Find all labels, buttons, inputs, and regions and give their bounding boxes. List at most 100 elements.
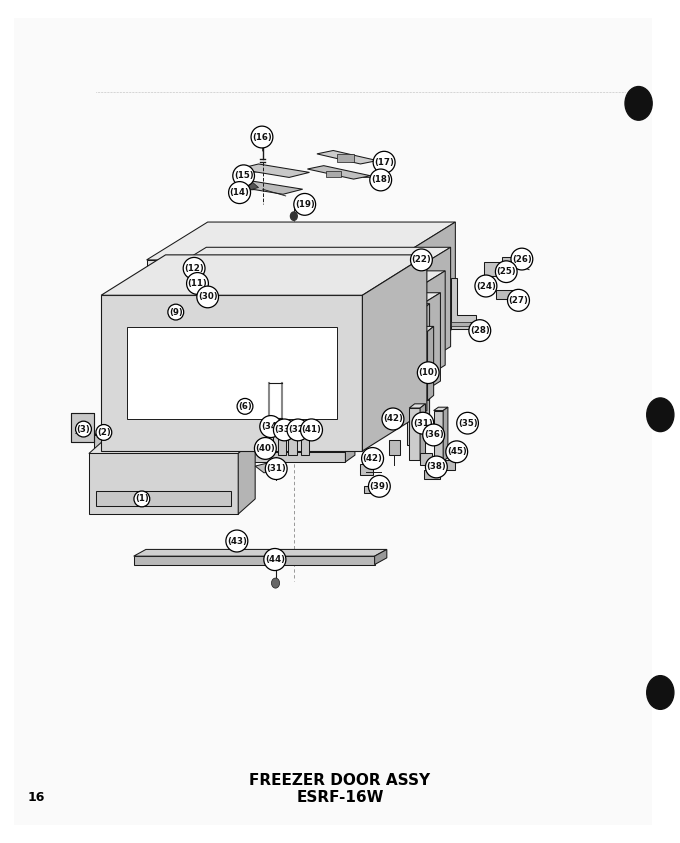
Text: (17): (17) xyxy=(374,158,394,167)
Bar xyxy=(150,304,391,399)
Text: (44): (44) xyxy=(265,555,285,564)
Polygon shape xyxy=(420,404,426,460)
Text: (30): (30) xyxy=(198,293,218,302)
Text: (19): (19) xyxy=(295,200,315,209)
Polygon shape xyxy=(391,271,445,399)
Polygon shape xyxy=(317,151,377,164)
Polygon shape xyxy=(362,255,427,451)
Bar xyxy=(415,331,428,400)
Text: (6): (6) xyxy=(238,402,252,411)
Bar xyxy=(496,290,515,298)
Polygon shape xyxy=(452,322,476,325)
Polygon shape xyxy=(307,166,371,179)
Polygon shape xyxy=(238,438,255,514)
Bar xyxy=(127,327,337,419)
Polygon shape xyxy=(389,293,441,413)
Circle shape xyxy=(290,212,297,220)
Bar xyxy=(71,413,95,442)
Polygon shape xyxy=(434,407,448,411)
Text: (10): (10) xyxy=(418,368,438,377)
Text: (25): (25) xyxy=(496,267,516,277)
Text: (15): (15) xyxy=(234,171,254,180)
Polygon shape xyxy=(428,326,434,400)
Polygon shape xyxy=(238,164,309,177)
Polygon shape xyxy=(231,180,303,194)
Bar xyxy=(420,454,432,465)
Bar xyxy=(95,435,345,448)
Text: (28): (28) xyxy=(470,326,490,336)
Bar xyxy=(360,464,373,475)
Polygon shape xyxy=(452,278,476,329)
Text: (31): (31) xyxy=(267,464,286,473)
Bar xyxy=(389,440,400,455)
Polygon shape xyxy=(255,461,284,473)
Polygon shape xyxy=(393,247,451,382)
Bar xyxy=(89,454,238,514)
Bar xyxy=(364,486,385,493)
Text: (22): (22) xyxy=(411,255,431,265)
Polygon shape xyxy=(150,271,445,304)
Bar xyxy=(149,282,393,382)
Polygon shape xyxy=(101,445,355,452)
Bar xyxy=(71,413,95,442)
Circle shape xyxy=(271,578,279,588)
Bar xyxy=(152,325,389,413)
Polygon shape xyxy=(409,404,426,408)
Text: (34): (34) xyxy=(261,422,281,431)
Polygon shape xyxy=(147,222,456,260)
Polygon shape xyxy=(242,181,258,190)
Text: (33): (33) xyxy=(275,426,294,434)
Polygon shape xyxy=(422,303,430,445)
Bar xyxy=(265,437,273,455)
Text: (45): (45) xyxy=(447,448,466,456)
Polygon shape xyxy=(345,427,356,448)
Text: (43): (43) xyxy=(227,536,247,545)
Polygon shape xyxy=(443,407,448,461)
Text: (1): (1) xyxy=(135,495,149,503)
Text: ESRF-16W: ESRF-16W xyxy=(296,790,384,805)
Polygon shape xyxy=(152,293,441,325)
Text: (39): (39) xyxy=(369,482,389,491)
Bar xyxy=(502,256,528,263)
Text: (12): (12) xyxy=(184,264,204,273)
Bar xyxy=(484,262,503,276)
Polygon shape xyxy=(149,247,451,282)
Bar xyxy=(96,491,231,506)
Text: (41): (41) xyxy=(301,426,322,434)
Text: (35): (35) xyxy=(458,419,477,427)
Circle shape xyxy=(625,87,652,121)
Polygon shape xyxy=(134,550,387,556)
Text: (3): (3) xyxy=(77,425,90,433)
Bar xyxy=(326,170,341,177)
Bar xyxy=(424,470,441,479)
Text: (16): (16) xyxy=(252,132,272,142)
Text: (40): (40) xyxy=(256,444,275,453)
Bar xyxy=(101,295,362,451)
Text: (36): (36) xyxy=(424,431,443,439)
Polygon shape xyxy=(345,445,355,462)
Bar xyxy=(409,408,420,460)
Text: (32): (32) xyxy=(288,426,308,434)
Bar xyxy=(301,437,309,455)
Text: (11): (11) xyxy=(188,279,207,288)
Text: 16: 16 xyxy=(28,792,45,804)
Bar xyxy=(277,437,286,455)
Text: (42): (42) xyxy=(362,454,383,463)
Polygon shape xyxy=(375,550,387,565)
Text: FREEZER DOOR ASSY: FREEZER DOOR ASSY xyxy=(250,773,430,788)
Bar xyxy=(434,411,443,461)
Circle shape xyxy=(647,398,674,432)
Bar xyxy=(147,260,394,365)
Text: (27): (27) xyxy=(509,296,528,305)
Text: (14): (14) xyxy=(230,188,250,197)
Text: (2): (2) xyxy=(97,428,111,437)
Text: (42): (42) xyxy=(383,415,403,423)
Text: (24): (24) xyxy=(476,282,496,291)
Bar xyxy=(134,556,375,565)
Text: (9): (9) xyxy=(169,308,183,317)
Text: (38): (38) xyxy=(426,463,446,471)
Polygon shape xyxy=(407,303,430,310)
Polygon shape xyxy=(89,438,255,454)
Text: (26): (26) xyxy=(512,255,532,264)
Polygon shape xyxy=(95,427,356,435)
